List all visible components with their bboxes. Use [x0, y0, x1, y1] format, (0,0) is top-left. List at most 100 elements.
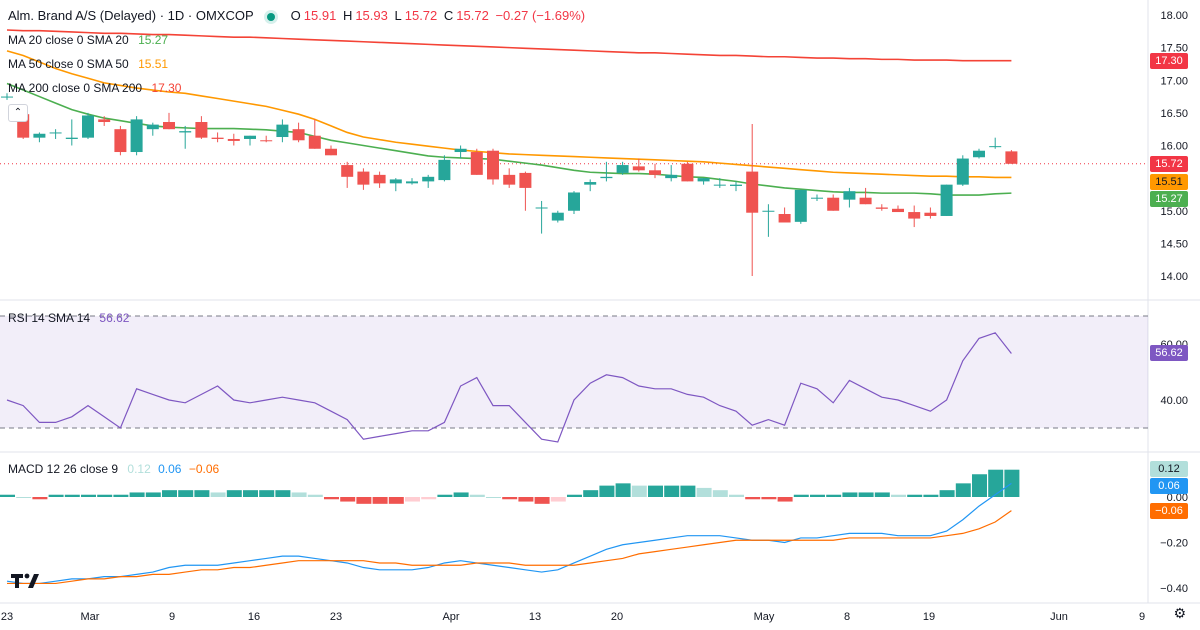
macd-histogram-bar: [275, 490, 291, 497]
macd-histogram-bar: [891, 494, 906, 497]
time-tick-label: 13: [529, 611, 541, 623]
macd-histogram-bar: [923, 494, 939, 497]
time-tick-label: May: [754, 611, 775, 623]
rsi-legend[interactable]: RSI 14 SMA 14 56.62: [8, 311, 129, 325]
high-value: 15.93: [355, 8, 388, 23]
macd-histogram-bar: [81, 494, 96, 497]
candle-body: [1, 96, 13, 98]
candle-body: [519, 172, 532, 188]
macd-histogram-bar: [226, 490, 242, 497]
macd-histogram-bar: [567, 494, 582, 497]
ohlc-values: O 15.91 H 15.93 L 15.72 C 15.72 −0.27 (−1.69…: [291, 8, 588, 23]
ma20-legend[interactable]: MA 20 close 0 SMA 20 15.27: [8, 33, 168, 47]
low-label: L: [394, 8, 402, 23]
time-tick-label: 16: [248, 611, 260, 623]
candle-body: [1005, 151, 1018, 164]
candle-body: [325, 148, 337, 156]
macd-histogram-bar: [259, 490, 275, 497]
macd-histogram-bar: [777, 497, 793, 502]
ma50-legend-value: 15.51: [138, 57, 169, 71]
macd-histogram-bar: [405, 497, 420, 502]
ma200-line: [6, 29, 1012, 62]
candle-body: [227, 138, 240, 141]
high-label: H: [342, 8, 353, 23]
candle-body: [616, 165, 629, 173]
candle-body: [973, 150, 985, 158]
symbol-title[interactable]: Alm. Brand A/S (Delayed) · 1D · OMXCOP: [8, 8, 254, 23]
price-tick-label: 16.00: [1160, 141, 1188, 153]
rsi-badge: 56.62: [1150, 345, 1188, 361]
macd-histogram-bar: [97, 494, 113, 497]
macd-histogram-bar: [64, 494, 80, 497]
macd-histogram-bar: [583, 490, 599, 497]
candle-body: [811, 197, 823, 199]
tradingview-logo-icon[interactable]: [10, 570, 40, 592]
header-bar: Alm. Brand A/S (Delayed) · 1D · OMXCOP O…: [8, 8, 588, 24]
price-tick-label: 15.00: [1160, 206, 1188, 218]
candle-body: [276, 124, 289, 138]
rsi-band-fill: [0, 316, 1148, 428]
macd-histogram-bar: [307, 494, 323, 497]
candle-body: [454, 148, 467, 153]
macd-histogram-bar: [810, 494, 825, 497]
macd-histogram-bar: [453, 492, 469, 497]
candle-body: [956, 158, 969, 185]
rsi-line: [6, 332, 1012, 443]
candle-body: [33, 133, 46, 138]
ma200-legend[interactable]: MA 200 close 0 SMA 200 17.30: [8, 81, 181, 95]
macd-legend[interactable]: MACD 12 26 close 9 0.12 0.06 −0.06: [8, 462, 219, 476]
macd-histogram-bar: [988, 469, 1004, 497]
macd-histogram-bar: [356, 497, 372, 504]
macd-histogram-bar: [874, 492, 890, 497]
macd-histogram-bar: [907, 494, 923, 497]
macd-histogram-bar: [178, 490, 194, 497]
chevron-up-icon[interactable]: ⌃: [8, 104, 28, 122]
low-value: 15.72: [404, 8, 438, 23]
price-tick-label: 18.00: [1160, 10, 1188, 22]
candle-body: [195, 122, 208, 138]
macd-hist-badge: 0.12: [1150, 461, 1188, 477]
macd-histogram-bar: [664, 485, 680, 497]
candle-body: [114, 129, 127, 153]
candle-body: [470, 152, 483, 175]
ma50-price-badge: 15.51: [1150, 174, 1188, 190]
ma20-price-badge: 15.27: [1150, 191, 1188, 207]
time-tick-label: 23: [1, 611, 13, 623]
candle-body: [244, 135, 256, 139]
rsi-tick-label: 40.00: [1160, 395, 1188, 407]
ma50-legend[interactable]: MA 50 close 0 SMA 50 15.51: [8, 57, 168, 71]
macd-histogram-bar: [972, 474, 987, 497]
close-value: 15.72: [456, 8, 489, 23]
macd-histogram-bar: [939, 490, 955, 497]
candle-body: [308, 135, 321, 149]
macd-histogram-bar: [502, 497, 518, 500]
last-price-badge: 15.72: [1150, 156, 1188, 172]
macd-histogram-bar: [615, 483, 631, 497]
macd-histogram-bar: [210, 492, 226, 497]
candle-body: [341, 165, 354, 177]
macd-histogram-bar: [48, 494, 64, 497]
macd-histogram-bar: [1004, 469, 1020, 497]
gear-icon[interactable]: ⚙: [1173, 605, 1186, 621]
ma200-legend-label: MA 200 close 0 SMA 200: [8, 81, 143, 95]
macd-histogram-bar: [32, 497, 48, 500]
macd-tick-label: 0.00: [1167, 492, 1188, 504]
grid: [0, 0, 1200, 604]
macd-histogram-bar: [16, 497, 32, 498]
open-label: O: [290, 8, 301, 23]
candle-body: [697, 178, 710, 182]
ma200-price-badge: 17.30: [1150, 53, 1188, 69]
candle-body: [908, 212, 921, 219]
candle-body: [438, 159, 451, 181]
price-tick-label: 17.50: [1160, 43, 1188, 55]
macd-signal-badge: −0.06: [1150, 503, 1188, 519]
candle-body: [260, 140, 273, 142]
time-tick-label: 23: [330, 611, 342, 623]
macd-histogram-bar: [518, 497, 534, 502]
candle-body: [940, 184, 953, 216]
ma20-legend-value: 15.27: [138, 33, 169, 47]
candle-body: [406, 181, 418, 184]
candle-body: [49, 132, 62, 134]
macd-histogram-bar: [113, 494, 129, 497]
